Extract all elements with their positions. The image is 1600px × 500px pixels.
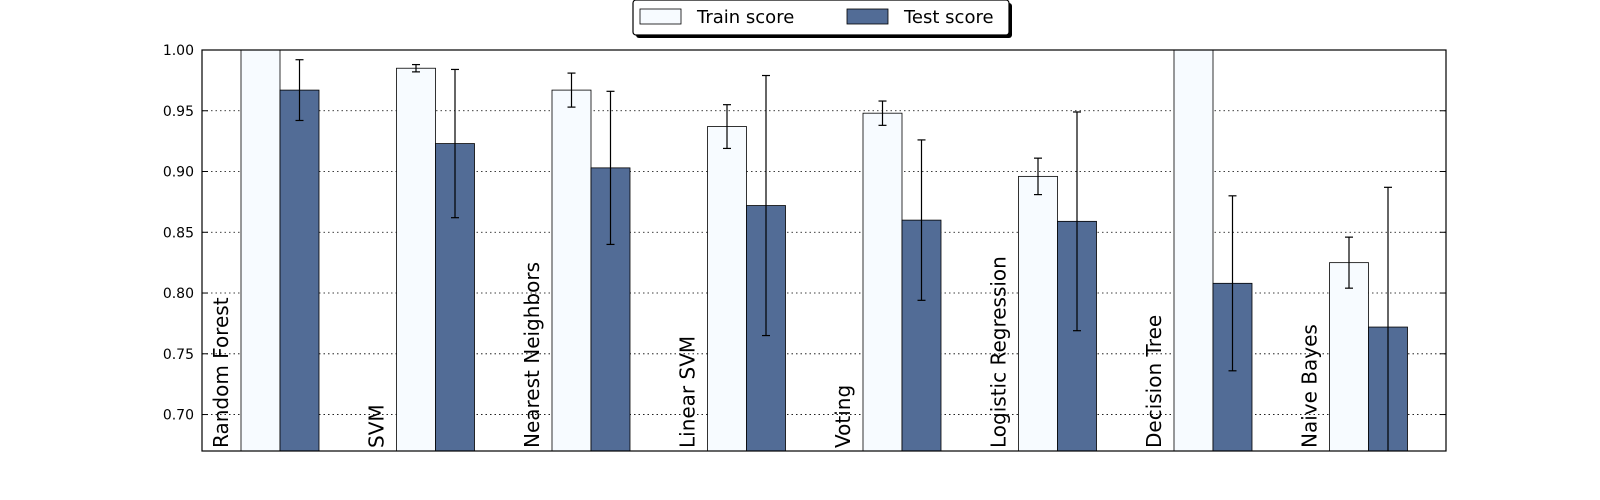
y-tick-label: 0.75 <box>163 347 194 363</box>
category-label: Random Forest <box>209 297 233 448</box>
train-score-bar <box>1329 262 1369 452</box>
train-score-bar <box>240 49 281 452</box>
train-score-bar <box>551 89 592 452</box>
grid-lines <box>202 110 1446 415</box>
category-labels: Random Forest SVM Nearest Neighbors Linear … <box>209 256 1322 448</box>
train-score-bar <box>1018 175 1058 452</box>
category-label: SVM <box>365 404 389 448</box>
y-tick-label: 0.80 <box>163 286 194 302</box>
legend-swatch-train <box>639 8 682 25</box>
legend: Train score Test score <box>632 0 1012 38</box>
y-tick-label: 0.85 <box>163 225 194 241</box>
train-score-bar <box>862 112 903 452</box>
legend-label-test: Test score <box>903 7 994 28</box>
train-score-bar <box>707 126 747 452</box>
bars <box>240 49 1408 452</box>
category-label: Voting <box>831 385 855 448</box>
error-bars <box>295 59 1392 451</box>
y-tick-label: 0.95 <box>163 104 194 120</box>
legend-box <box>632 0 1010 36</box>
y-tick-label: 0.90 <box>163 165 194 181</box>
legend-swatch-test <box>846 8 889 25</box>
y-tick-label: 1.00 <box>163 43 194 59</box>
legend-label-train: Train score <box>696 7 794 28</box>
train-score-bar <box>1173 49 1214 452</box>
category-label: Decision Tree <box>1142 315 1166 448</box>
category-label: Logistic Regression <box>987 256 1011 448</box>
plot-frame <box>201 49 1447 452</box>
test-score-bar <box>279 89 320 452</box>
y-axis: 0.70 0.75 0.80 0.85 0.90 0.95 1.00 <box>163 43 1446 424</box>
train-score-bar <box>396 67 436 452</box>
y-tick-label: 0.70 <box>163 408 194 424</box>
category-label: Linear SVM <box>676 336 700 448</box>
category-label: Nearest Neighbors <box>520 262 544 448</box>
category-label: Naive Bayes <box>1298 324 1322 448</box>
